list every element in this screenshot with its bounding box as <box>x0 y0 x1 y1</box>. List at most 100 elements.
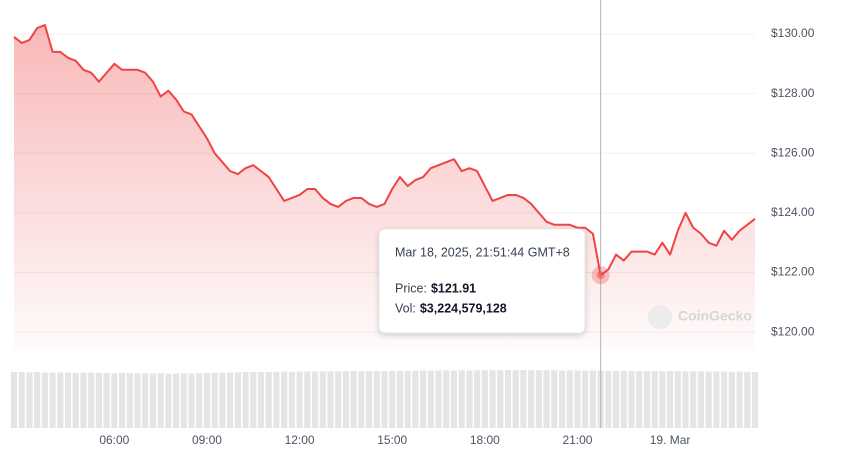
volume-bar <box>111 373 118 428</box>
watermark: CoinGecko <box>678 308 752 324</box>
tooltip-date: Mar 18, 2025, 21:51:44 GMT+8 <box>395 245 570 259</box>
volume-bar <box>728 371 735 428</box>
plot <box>13 0 756 428</box>
volume-bar <box>466 370 473 428</box>
volume-bar <box>497 370 504 428</box>
x-tick-label: 06:00 <box>99 433 129 447</box>
volume-bar <box>396 370 404 428</box>
volume-bar <box>558 370 566 428</box>
volume-bar <box>188 373 195 428</box>
volume-bar <box>474 370 481 428</box>
volume-bar <box>234 372 241 428</box>
x-tick-label: 19. Mar <box>650 433 691 447</box>
volume-bar <box>242 372 249 428</box>
volume-bar <box>211 372 218 428</box>
volume-bar <box>180 373 187 428</box>
volume-bar <box>88 372 95 428</box>
tooltip-price-label: Price: <box>395 281 427 295</box>
volume-bar <box>196 373 203 428</box>
volume-bar <box>535 370 542 428</box>
y-tick-label: $124.00 <box>771 205 815 219</box>
volume-bar <box>420 370 427 428</box>
volume-bar <box>126 373 133 428</box>
volume-bar <box>227 372 234 428</box>
volume-bar <box>659 371 666 428</box>
volume-bar <box>667 371 674 428</box>
volume-bar <box>358 371 365 428</box>
x-tick-label: 21:00 <box>562 433 592 447</box>
volume-bar <box>250 371 257 428</box>
y-tick-label: $128.00 <box>771 86 815 100</box>
volume-bar <box>651 371 658 428</box>
volume-bar <box>520 370 527 428</box>
volume-bar <box>273 371 280 428</box>
volume-bar <box>350 371 357 428</box>
price-line <box>13 24 756 277</box>
volume-bar <box>713 371 720 428</box>
volume-bar <box>574 370 581 428</box>
volume-bar <box>512 370 519 428</box>
volume-bar <box>72 372 79 428</box>
volume-bar <box>682 371 689 428</box>
volume-bar <box>543 370 550 428</box>
volume-bar <box>721 371 728 428</box>
volume-bar <box>690 371 697 428</box>
volume-bar <box>134 373 141 428</box>
volume-bar <box>149 373 157 428</box>
volume-bar <box>697 371 705 428</box>
volume-bar <box>605 370 612 428</box>
volume-bar <box>450 370 458 428</box>
volume-bar <box>674 371 681 428</box>
volume-bar <box>26 372 33 428</box>
y-tick-label: $126.00 <box>771 145 815 159</box>
volume-bar <box>381 371 388 428</box>
volume-bar <box>443 370 450 428</box>
volume-bar <box>612 370 620 428</box>
volume-bar <box>64 372 72 428</box>
y-tick-label: $130.00 <box>771 26 815 40</box>
volume-bar <box>636 371 643 428</box>
x-tick-label: 12:00 <box>285 433 315 447</box>
tooltip-price: $121.91 <box>431 281 476 295</box>
volume-bar <box>173 373 180 428</box>
volume-bar <box>628 370 635 428</box>
volume-bar <box>95 372 102 428</box>
volume-bar <box>481 370 488 428</box>
volume-bar <box>296 371 303 428</box>
volume-bar <box>589 370 596 428</box>
tooltip-box <box>378 228 586 334</box>
volume-bar <box>219 372 226 428</box>
volume-bar <box>736 371 743 428</box>
volume-bar <box>80 372 87 428</box>
tooltip-volume: $3,224,579,128 <box>420 301 507 315</box>
volume-bar <box>528 370 535 428</box>
watermark-logo <box>648 305 672 329</box>
volume-bar <box>643 370 651 428</box>
volume-bar <box>142 373 149 428</box>
volume-bar <box>551 370 558 428</box>
volume-bar <box>458 370 465 428</box>
volume-bar <box>404 370 411 428</box>
volume-bar <box>373 370 380 428</box>
volume-bar <box>103 373 110 428</box>
volume-bar <box>327 371 334 428</box>
volume-bar <box>705 371 712 428</box>
y-tick-label: $120.00 <box>771 324 815 338</box>
volume-bar <box>620 370 627 428</box>
volume-bar <box>257 372 265 428</box>
watermark-group: CoinGecko <box>648 305 752 329</box>
volume-bar <box>304 371 311 428</box>
volume-bar <box>118 372 126 428</box>
volume-bar <box>18 372 25 428</box>
volume-bar <box>389 370 396 428</box>
x-tick-label: 09:00 <box>192 433 222 447</box>
volume-bar <box>582 370 589 428</box>
volume-bar <box>10 371 18 428</box>
volume-bar <box>427 370 434 428</box>
x-axis: 06:00 09:00 12:00 15:00 18:00 21:00 19. Mar <box>99 433 690 447</box>
y-tick-label: $122.00 <box>771 265 815 279</box>
volume-bar <box>34 371 41 428</box>
volume-bar <box>342 371 349 428</box>
volume-bars <box>10 370 759 428</box>
